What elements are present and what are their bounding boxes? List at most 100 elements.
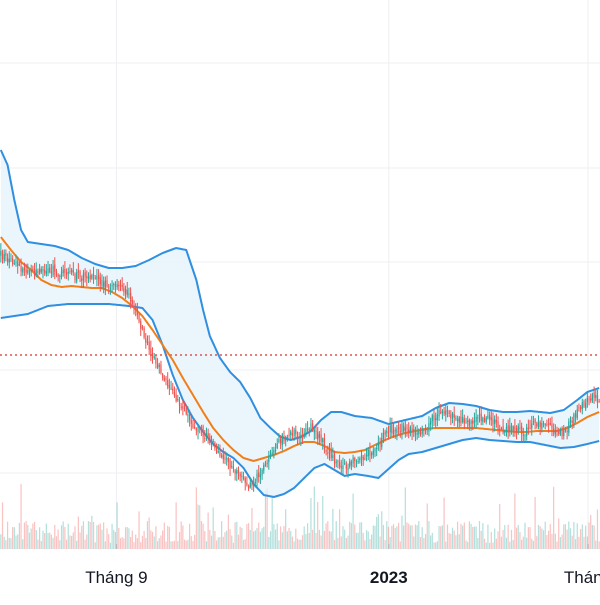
candle-body[interactable] [82, 273, 85, 281]
candle-body[interactable] [25, 269, 27, 273]
candle-body[interactable] [236, 469, 238, 474]
candle-body[interactable] [585, 402, 587, 409]
candle-body[interactable] [364, 458, 366, 460]
candle-body[interactable] [397, 427, 400, 430]
candle-body[interactable] [69, 271, 71, 273]
candle-body[interactable] [510, 425, 513, 431]
candle-body[interactable] [588, 399, 590, 401]
candle-body[interactable] [135, 307, 137, 309]
candle-body[interactable] [322, 438, 324, 443]
candle-body[interactable] [237, 470, 240, 474]
candle-body[interactable] [163, 377, 165, 381]
candle-body[interactable] [10, 258, 12, 260]
candle-body[interactable] [37, 271, 39, 274]
candle-body[interactable] [568, 421, 570, 433]
candle-body[interactable] [354, 458, 356, 461]
candle-body[interactable] [502, 426, 504, 433]
candle-body[interactable] [259, 474, 261, 478]
candle-body[interactable] [158, 365, 160, 367]
candle-body[interactable] [140, 321, 142, 329]
candle-body[interactable] [150, 348, 152, 354]
candle-body[interactable] [20, 266, 22, 272]
candle-body[interactable] [384, 431, 386, 435]
candle-body[interactable] [185, 409, 187, 415]
candle-body[interactable] [495, 420, 497, 423]
candle-body[interactable] [212, 440, 214, 442]
candle-body[interactable] [40, 268, 42, 273]
candle-body[interactable] [62, 269, 64, 274]
candle-body[interactable] [576, 409, 578, 419]
candle-body[interactable] [57, 274, 59, 277]
candle-body[interactable] [114, 284, 117, 287]
candle-body[interactable] [99, 277, 101, 285]
candle-body[interactable] [578, 407, 580, 409]
candle-body[interactable] [119, 284, 122, 286]
candle-body[interactable] [460, 416, 462, 424]
candle-body[interactable] [229, 460, 231, 469]
candle-body[interactable] [408, 429, 410, 432]
candle-body[interactable] [153, 356, 155, 359]
candle-body[interactable] [313, 429, 315, 433]
candle-body[interactable] [327, 452, 329, 454]
candle-body[interactable] [515, 428, 518, 432]
candle-body[interactable] [332, 455, 334, 458]
candle-body[interactable] [59, 275, 61, 277]
candle-body[interactable] [148, 341, 150, 350]
candle-body[interactable] [94, 277, 96, 279]
candle-body[interactable] [226, 458, 228, 460]
candle-body[interactable] [537, 421, 540, 427]
candle-body[interactable] [391, 424, 393, 434]
candle-body[interactable] [333, 454, 336, 465]
candle-body[interactable] [440, 411, 442, 413]
candle-body[interactable] [450, 414, 452, 419]
candle-body[interactable] [15, 262, 17, 264]
candle-body[interactable] [394, 429, 396, 432]
candle-body[interactable] [227, 458, 229, 463]
candle-body[interactable] [256, 473, 258, 482]
candle-body[interactable] [0, 250, 2, 256]
candle-body[interactable] [241, 475, 243, 477]
candle-body[interactable] [499, 428, 501, 430]
candle-body[interactable] [42, 269, 44, 272]
candle-body[interactable] [379, 442, 381, 446]
candle-body[interactable] [89, 275, 91, 280]
candle-body[interactable] [315, 430, 317, 432]
candle-body[interactable] [504, 430, 506, 433]
candle-body[interactable] [593, 392, 595, 398]
candle-body[interactable] [396, 428, 398, 434]
candle-body[interactable] [5, 253, 7, 256]
candle-body[interactable] [428, 423, 430, 432]
candle-body[interactable] [6, 257, 9, 262]
candle-body[interactable] [473, 420, 476, 423]
candle-body[interactable] [71, 270, 73, 273]
candle-body[interactable] [443, 410, 445, 414]
candle-body[interactable] [276, 443, 278, 449]
candle-body[interactable] [519, 427, 521, 429]
candle-body[interactable] [470, 420, 472, 424]
candle-body[interactable] [365, 455, 368, 457]
candle-body[interactable] [335, 461, 337, 463]
candle-body[interactable] [451, 413, 454, 418]
candle-body[interactable] [210, 439, 213, 444]
candle-body[interactable] [553, 428, 555, 433]
candle-body[interactable] [517, 426, 519, 431]
candle-body[interactable] [458, 417, 460, 423]
candle-body[interactable] [219, 451, 221, 457]
candle-body[interactable] [13, 263, 15, 265]
candle-body[interactable] [49, 267, 51, 273]
candle-body[interactable] [79, 271, 81, 277]
candle-body[interactable] [401, 424, 403, 433]
candle-body[interactable] [497, 421, 499, 431]
candle-body[interactable] [199, 427, 201, 429]
candle-body[interactable] [482, 417, 484, 423]
candle-body[interactable] [581, 402, 583, 410]
candle-body[interactable] [340, 465, 342, 468]
candle-body[interactable] [170, 388, 172, 390]
candle-body[interactable] [22, 268, 24, 273]
candle-body[interactable] [441, 410, 444, 414]
candle-body[interactable] [477, 417, 479, 419]
candle-body[interactable] [138, 314, 140, 322]
candle-body[interactable] [433, 415, 435, 421]
candle-body[interactable] [500, 428, 503, 430]
